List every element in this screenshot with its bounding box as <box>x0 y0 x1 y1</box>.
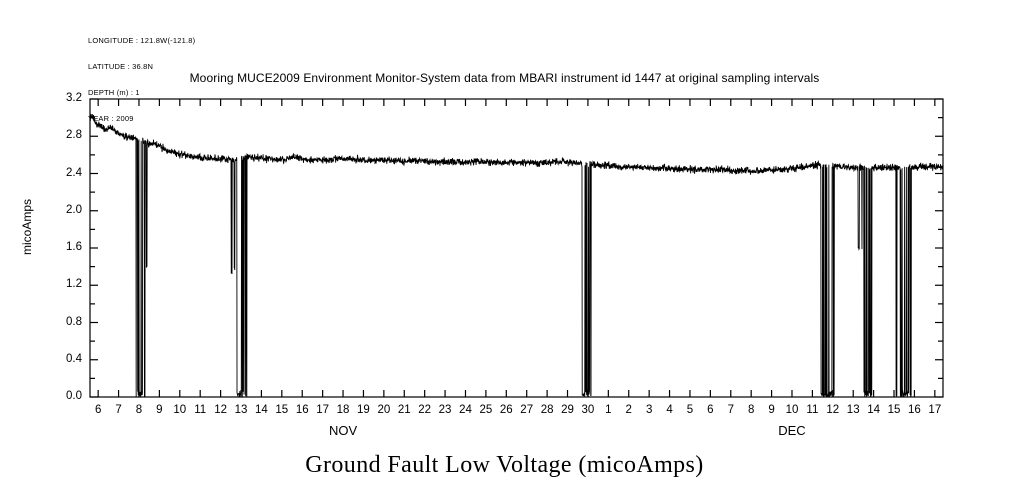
x-axis-tick: 18 <box>336 404 350 416</box>
x-axis-tick: 28 <box>540 404 554 416</box>
x-axis-month-label: NOV <box>328 423 358 438</box>
metadata-depth: DEPTH (m) : 1 <box>88 87 140 97</box>
metadata-block: LONGITUDE : 121.8W(-121.8) LATITUDE : 36… <box>88 20 195 140</box>
x-axis-tick: 15 <box>887 404 901 416</box>
y-axis-tick: 1.6 <box>66 241 82 253</box>
x-axis-tick: 17 <box>928 404 942 416</box>
x-axis-tick: 22 <box>418 404 432 416</box>
metadata-latitude: LATITUDE : 36.8N <box>88 61 154 71</box>
y-axis-tick: 0.0 <box>66 390 82 402</box>
y-axis-tick: 0.8 <box>66 315 82 328</box>
x-axis-tick: 7 <box>115 404 122 416</box>
y-axis-tick: 3.2 <box>66 92 82 104</box>
x-axis-tick: 14 <box>255 404 268 416</box>
x-axis-tick: 6 <box>94 404 102 416</box>
x-axis-tick: 8 <box>135 404 143 416</box>
x-axis-tick: 5 <box>686 404 694 416</box>
x-axis-tick: 4 <box>666 404 673 416</box>
x-axis-tick: 7 <box>727 404 734 416</box>
x-axis-tick: 6 <box>707 404 714 416</box>
x-axis-tick: 16 <box>295 404 309 416</box>
y-axis-label: micoAmps <box>20 199 34 256</box>
x-axis-tick: 1 <box>605 404 612 416</box>
y-axis-tick: 1.2 <box>66 278 82 291</box>
x-axis-tick: 14 <box>867 404 880 416</box>
x-axis-tick: 24 <box>459 404 472 416</box>
x-axis-tick: 23 <box>438 404 452 416</box>
x-axis-tick: 25 <box>479 404 493 416</box>
x-axis-tick: 30 <box>581 404 595 416</box>
x-axis-tick: 20 <box>377 404 391 416</box>
x-axis-tick: 2 <box>625 404 632 416</box>
chart-title: Mooring MUCE2009 Environment Monitor-Sys… <box>189 71 820 85</box>
metadata-year: YEAR : 2009 <box>88 113 134 123</box>
x-axis-tick: 26 <box>499 404 513 416</box>
x-axis-tick: 13 <box>846 404 860 416</box>
y-axis-tick: 2.4 <box>66 166 82 179</box>
x-axis-tick: 13 <box>234 404 248 416</box>
x-axis-tick: 17 <box>316 404 330 416</box>
x-axis-tick: 12 <box>214 404 227 416</box>
x-axis-tick: 9 <box>768 404 775 416</box>
x-axis-tick: 15 <box>275 404 289 416</box>
x-axis-tick: 11 <box>806 404 819 416</box>
figure-caption: Ground Fault Low Voltage (micoAmps) <box>305 452 704 478</box>
y-axis-tick: 2.8 <box>66 129 82 142</box>
y-axis-tick: 0.4 <box>66 352 82 365</box>
x-axis-tick: 9 <box>156 404 163 416</box>
x-axis-tick: 8 <box>747 404 755 416</box>
y-axis-tick: 2.0 <box>66 203 82 216</box>
x-axis-tick: 19 <box>357 404 370 416</box>
x-axis-month-label: DEC <box>778 423 806 438</box>
x-axis-tick: 10 <box>173 404 187 416</box>
x-axis-tick: 27 <box>520 404 534 416</box>
x-axis-tick: 11 <box>194 404 207 416</box>
x-axis-tick: 29 <box>561 404 574 416</box>
x-axis-tick: 16 <box>908 404 921 416</box>
x-axis-tick: 12 <box>826 404 840 416</box>
x-axis-tick: 10 <box>785 404 799 416</box>
x-axis-tick: 21 <box>397 404 411 416</box>
metadata-longitude: LONGITUDE : 121.8W(-121.8) <box>88 36 196 46</box>
x-axis-tick: 3 <box>645 404 653 416</box>
